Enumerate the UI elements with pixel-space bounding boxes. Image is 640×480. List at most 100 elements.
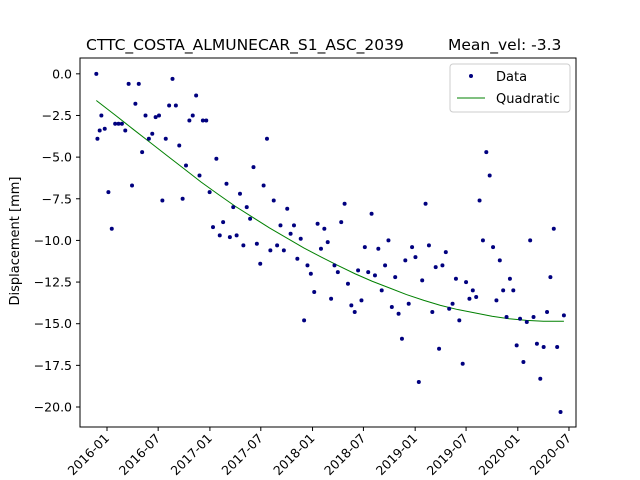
data-point	[126, 81, 131, 86]
data-point	[345, 281, 350, 286]
data-point	[501, 288, 506, 293]
data-point	[119, 121, 124, 126]
x-tick-label: 2018-01	[270, 431, 318, 479]
y-tick-label: −2.5	[42, 108, 72, 123]
data-point	[211, 225, 215, 230]
data-point	[153, 115, 158, 120]
data-point	[460, 361, 465, 366]
data-point	[116, 121, 121, 126]
data-point	[403, 258, 408, 263]
data-point	[477, 198, 482, 203]
x-tick-label: 2020-01	[475, 431, 523, 479]
data-point	[227, 235, 232, 240]
data-point	[558, 410, 563, 415]
data-point	[511, 288, 516, 293]
data-point	[130, 183, 135, 188]
x-axis-ticks: 2016-01 2016-07 2017-01 2017-07 2018-01 2018-…	[65, 427, 574, 479]
data-point	[285, 206, 290, 211]
data-point	[379, 288, 384, 293]
data-point	[106, 190, 111, 195]
data-point	[349, 303, 354, 308]
y-tick-label: −15.0	[34, 316, 72, 331]
data-point	[113, 121, 118, 126]
data-point	[531, 315, 536, 320]
data-point	[204, 118, 209, 123]
data-point	[366, 270, 371, 275]
data-point	[291, 223, 296, 228]
data-point	[167, 103, 172, 108]
data-point	[329, 296, 334, 301]
data-point	[281, 248, 286, 253]
data-point	[521, 360, 526, 365]
y-tick-label: −7.5	[42, 191, 72, 206]
data-point	[369, 211, 374, 216]
chart-title-mean-velocity: Mean_vel: -3.3	[448, 36, 561, 55]
data-point	[538, 376, 543, 381]
data-point	[140, 150, 145, 155]
data-point	[416, 380, 421, 385]
data-point	[150, 131, 155, 136]
data-point	[308, 271, 313, 276]
data-point	[332, 263, 337, 268]
data-point	[170, 76, 175, 81]
data-point	[258, 261, 263, 266]
data-point	[244, 205, 249, 210]
data-point	[278, 223, 283, 228]
data-point	[372, 273, 377, 278]
data-point	[524, 320, 529, 325]
legend-marker-data	[469, 74, 473, 78]
data-point	[197, 173, 202, 178]
data-point	[123, 128, 128, 133]
data-point	[528, 238, 533, 243]
data-point	[302, 318, 307, 323]
data-point	[99, 113, 104, 118]
data-point	[383, 263, 388, 268]
data-point	[325, 240, 330, 245]
data-point	[184, 163, 188, 168]
data-point	[339, 220, 344, 225]
data-point	[237, 191, 242, 196]
data-point	[467, 296, 472, 301]
data-point	[518, 316, 523, 321]
data-point	[393, 275, 398, 280]
data-point	[268, 248, 273, 253]
data-point	[264, 136, 269, 141]
data-point	[241, 243, 246, 248]
data-point	[487, 173, 492, 178]
data-point	[271, 198, 276, 203]
data-point	[342, 201, 347, 206]
data-point	[423, 201, 428, 206]
data-point	[207, 190, 212, 195]
data-point	[433, 265, 438, 270]
x-tick-label: 2019-07	[424, 431, 472, 479]
data-point	[437, 346, 442, 351]
data-point	[389, 305, 394, 310]
data-point	[315, 221, 320, 226]
x-tick-label: 2018-07	[321, 431, 369, 479]
data-point	[318, 246, 323, 251]
data-point	[248, 216, 253, 221]
data-point	[453, 276, 458, 281]
data-point	[157, 113, 162, 118]
data-point	[234, 233, 239, 238]
quadratic-fit-layer	[96, 100, 564, 322]
data-point	[102, 126, 107, 131]
data-point	[335, 270, 340, 275]
data-point	[143, 113, 148, 118]
data-point	[200, 118, 205, 123]
data-point	[231, 205, 236, 210]
data-point	[426, 243, 431, 248]
data-point	[548, 275, 553, 280]
data-point	[180, 196, 185, 201]
data-point	[97, 128, 102, 133]
data-point	[504, 315, 509, 320]
data-point	[224, 181, 229, 186]
y-axis-label: Displacement [mm]	[8, 177, 23, 306]
data-point	[221, 220, 226, 225]
chart-title-station: CTTC_COSTA_ALMUNECAR_S1_ASC_2039	[86, 36, 404, 55]
data-point	[133, 101, 138, 106]
data-point	[507, 276, 512, 281]
data-point	[440, 263, 445, 268]
data-point	[541, 345, 546, 350]
